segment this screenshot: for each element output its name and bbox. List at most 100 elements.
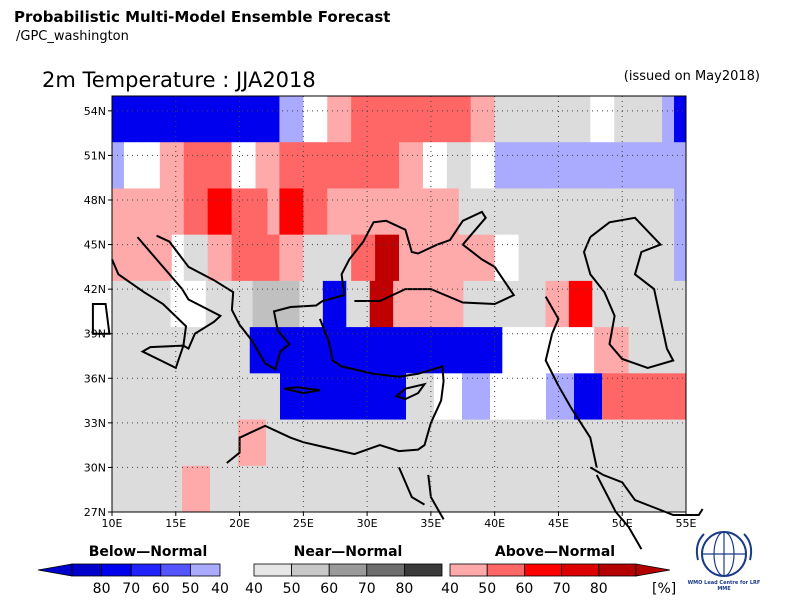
wmo-logo-icon	[695, 531, 753, 577]
legend-near-swatch	[366, 563, 405, 577]
grid-cell	[350, 465, 365, 513]
legend-above-swatch	[449, 563, 488, 577]
grid-cell	[112, 188, 125, 236]
grid-cell	[169, 327, 182, 374]
grid-cell	[674, 188, 687, 236]
grid-cell	[294, 373, 309, 421]
grid-cell	[231, 142, 245, 189]
grid-cell	[494, 142, 508, 189]
grid-cell	[542, 234, 555, 282]
grid-cell	[243, 234, 256, 282]
grid-cell	[617, 327, 630, 374]
grid-cell	[170, 280, 183, 328]
grid-cell	[243, 142, 256, 189]
grid-cell	[640, 327, 653, 374]
grid-cell	[421, 327, 434, 374]
legend-above-arrow	[635, 563, 671, 577]
lon-label: 15E	[165, 517, 186, 530]
grid-cell	[238, 419, 253, 467]
grid-cell	[594, 327, 607, 374]
grid-cell	[351, 188, 364, 236]
grid-cell	[215, 327, 228, 374]
grid-cell	[291, 234, 304, 282]
grid-cell	[674, 234, 687, 282]
lon-label: 25E	[293, 517, 314, 530]
forecast-grid	[112, 96, 687, 513]
grid-cell	[363, 234, 376, 282]
grid-cell	[255, 234, 268, 282]
grid-cell	[506, 96, 520, 143]
legend-above-swatch	[598, 563, 637, 577]
grid-cell	[560, 373, 575, 421]
grid-cell	[351, 96, 364, 143]
grid-cell	[614, 96, 627, 143]
grid-cell	[470, 96, 484, 143]
grid-cell	[490, 373, 505, 421]
grid-cell	[363, 142, 376, 189]
grid-cell	[545, 280, 558, 328]
grid-cell	[315, 188, 328, 236]
grid-cell	[458, 234, 472, 282]
grid-cell	[364, 327, 377, 374]
grid-cell	[322, 373, 337, 421]
grid-cell	[182, 373, 197, 421]
grid-cell	[207, 234, 221, 282]
grid-cell	[327, 142, 340, 189]
grid-cell	[506, 142, 520, 189]
grid-cell	[410, 142, 424, 189]
grid-cell	[112, 96, 125, 143]
legend-below-arrow	[37, 563, 73, 577]
grid-cell	[123, 96, 137, 143]
grid-cell	[546, 465, 561, 513]
chart-subtitle: /GPC_washington	[16, 29, 129, 44]
grid-cell	[663, 327, 676, 374]
grid-cell	[470, 234, 484, 282]
grid-cell	[504, 373, 519, 421]
grid-cell	[592, 280, 605, 328]
legend-near: Near—Normal 40 50 60 70 80	[245, 544, 443, 597]
legend-above-tick: 40	[441, 581, 459, 597]
grid-cell	[518, 465, 533, 513]
grid-cell	[294, 465, 309, 513]
grid-cell	[327, 188, 340, 236]
grid-cell	[183, 96, 197, 143]
grid-cell	[422, 234, 436, 282]
grid-cell	[336, 419, 351, 467]
grid-cell	[135, 188, 149, 236]
grid-cell	[322, 280, 336, 328]
lon-label: 40E	[484, 517, 505, 530]
grid-cell	[560, 465, 575, 513]
grid-cell	[307, 327, 320, 374]
axis-ticks	[108, 110, 687, 516]
grid-cell	[578, 188, 591, 236]
grid-cell	[602, 188, 615, 236]
grid-cell	[434, 188, 448, 236]
grid-cell	[674, 142, 687, 189]
coastline-path	[595, 474, 643, 550]
grid-cell	[168, 419, 183, 467]
grid-cell	[276, 280, 289, 328]
grid-cell	[123, 234, 137, 282]
legend-above-swatch	[561, 563, 600, 577]
grid-cell	[533, 280, 546, 328]
grid-cell	[378, 373, 393, 421]
grid-cell	[255, 96, 268, 143]
grid-cell	[463, 280, 476, 328]
grid-cell	[658, 419, 673, 467]
grid-cell	[448, 419, 463, 467]
legend-below-swatch	[130, 563, 162, 577]
grid-cell	[112, 142, 125, 189]
grid-cell	[614, 188, 627, 236]
grid-cell	[224, 373, 239, 421]
grid-cell	[272, 327, 285, 374]
grid-cell	[171, 142, 185, 189]
grid-cell	[146, 327, 159, 374]
grid-cell	[476, 419, 491, 467]
grid-cell	[154, 419, 169, 467]
grid-cell	[630, 465, 645, 513]
grid-cell	[627, 280, 640, 328]
grid-cell	[626, 234, 639, 282]
grid-cell	[159, 96, 173, 143]
grid-cell	[554, 96, 567, 143]
grid-cell	[192, 327, 205, 374]
